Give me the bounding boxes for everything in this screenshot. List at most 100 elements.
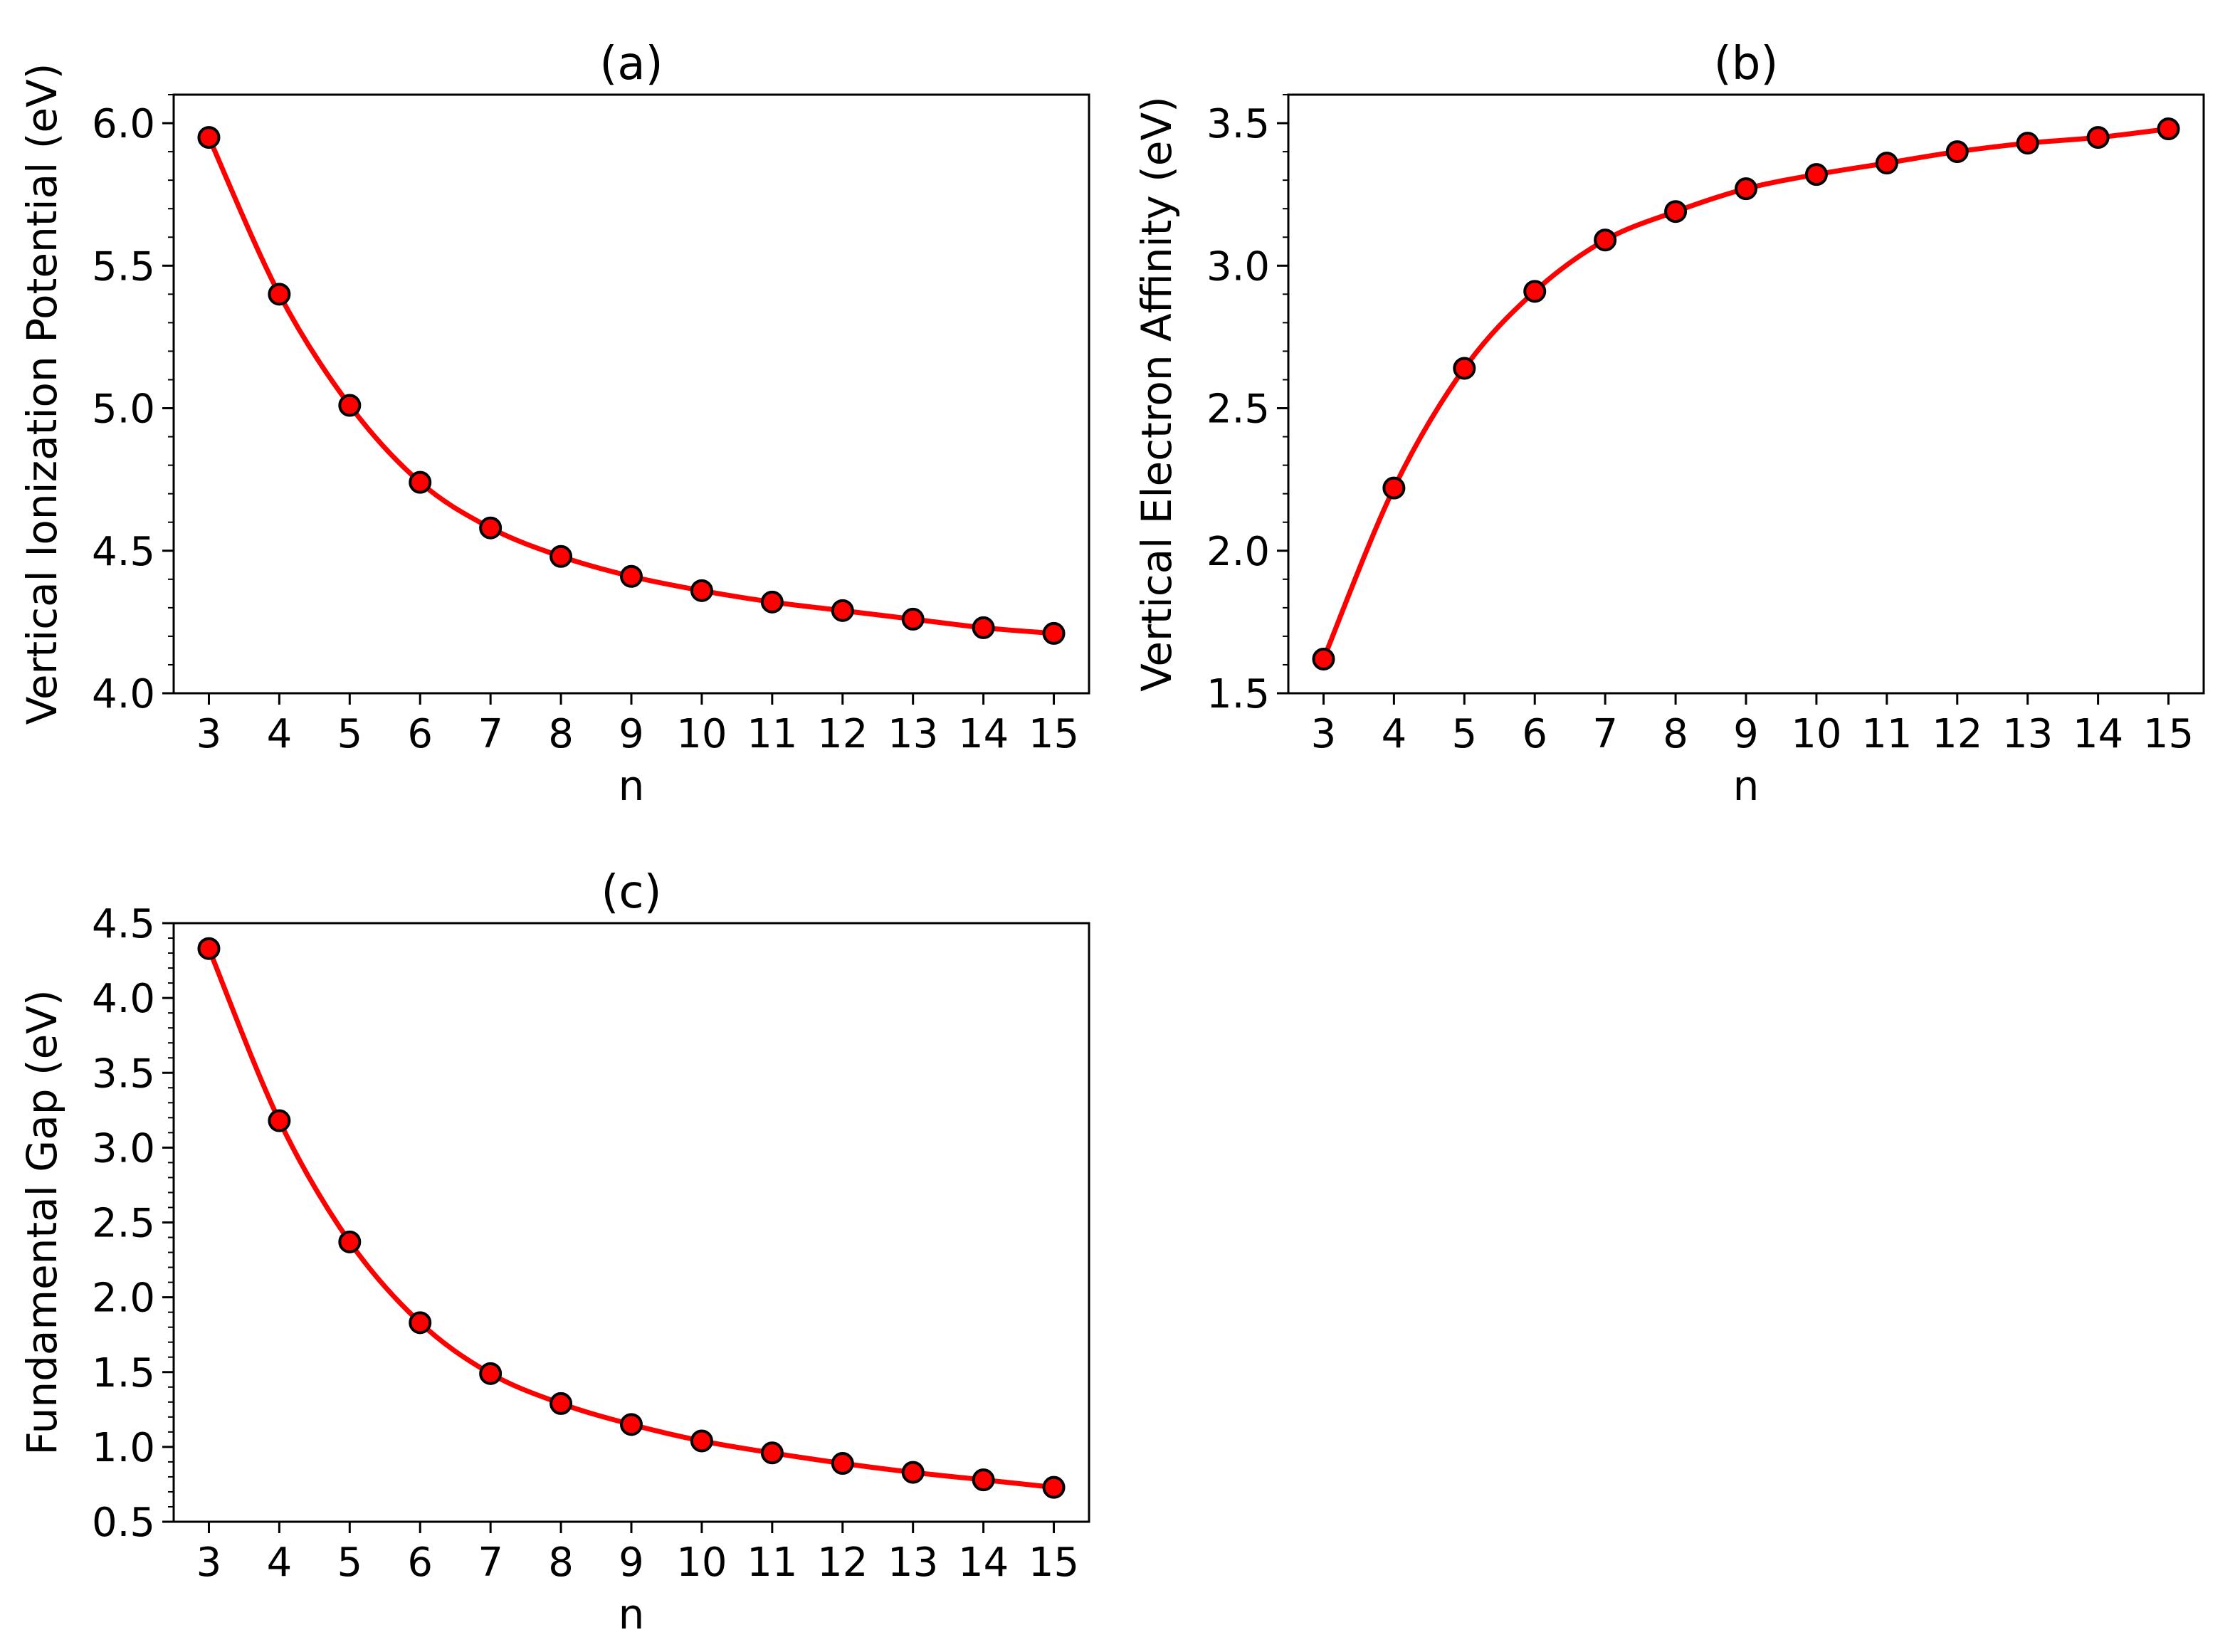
x-tick-label: 11 — [747, 1540, 797, 1586]
series-line — [206, 136, 1054, 636]
data-point — [901, 607, 925, 631]
data-point — [549, 1391, 573, 1415]
y-tick-label: 3.0 — [92, 1125, 155, 1172]
data-point — [760, 1441, 784, 1465]
data-point — [338, 1230, 362, 1253]
x-tick-label: 14 — [958, 1540, 1009, 1586]
data-point — [2157, 117, 2180, 141]
data-point — [268, 1109, 291, 1132]
x-tick-label: 6 — [407, 1540, 433, 1586]
y-tick-label: 4.0 — [92, 976, 155, 1022]
y-tick-label: 4.0 — [92, 671, 155, 717]
data-point — [338, 394, 362, 417]
y-tick-label: 5.0 — [92, 386, 155, 433]
data-point — [1523, 280, 1547, 303]
data-point — [972, 616, 995, 639]
data-point — [1804, 163, 1828, 186]
x-tick-label: 4 — [267, 711, 293, 757]
data-point — [479, 1362, 503, 1385]
y-tick-label: 1.0 — [92, 1425, 155, 1471]
x-axis-label: n — [619, 1590, 645, 1638]
y-axis-label: Vertical Ionization Potential (eV) — [18, 63, 66, 725]
panel-b: (b) 1.5 2.0 2.5 3.0 3.5 3 4 5 6 7 8 9 10 11 12 13 14 15 n Ve… — [1132, 38, 2205, 810]
data-point — [268, 283, 291, 306]
x-tick-label: 11 — [1861, 711, 1912, 757]
data-point — [549, 544, 573, 568]
y-tick-label: 2.5 — [1206, 386, 1270, 433]
y-tick-label: 0.5 — [92, 1500, 155, 1546]
x-tick-label: 3 — [196, 1540, 222, 1586]
x-tick-label: 9 — [1733, 711, 1759, 757]
x-tick-label: 12 — [1932, 711, 1982, 757]
data-point — [2016, 132, 2039, 155]
x-axis-label: n — [619, 762, 645, 810]
data-point — [620, 564, 643, 588]
data-point — [1945, 140, 1969, 164]
x-tick-label: 12 — [817, 711, 868, 757]
panel-a: (a) 4.0 4.5 5.0 5.5 6.0 3 4 5 6 7 8 9 10 11 12 13 14 15 n Ve… — [18, 38, 1090, 810]
x-tick-label: 13 — [888, 1540, 938, 1586]
x-tick-label: 4 — [1382, 711, 1407, 757]
data-point — [690, 1429, 713, 1453]
data-point — [1664, 200, 1688, 223]
x-tick-label: 7 — [1592, 711, 1618, 757]
y-tick-label: 4.5 — [92, 901, 155, 947]
x-tick-label: 9 — [619, 1540, 644, 1586]
y-axis-label: Fundamental Gap (eV) — [18, 989, 66, 1455]
x-tick-label: 5 — [1451, 711, 1477, 757]
x-tick-label: 10 — [676, 1540, 727, 1586]
data-point — [2086, 126, 2110, 149]
y-tick-label: 5.5 — [92, 243, 155, 290]
x-tick-label: 4 — [267, 1540, 293, 1586]
x-tick-label: 9 — [619, 711, 644, 757]
data-point — [409, 1311, 432, 1335]
data-point — [972, 1468, 995, 1492]
series-line — [206, 947, 1054, 1490]
x-tick-label: 8 — [548, 1540, 574, 1586]
data-point — [409, 470, 432, 494]
x-tick-label: 3 — [1311, 711, 1337, 757]
y-tick-label: 6.0 — [92, 101, 155, 147]
x-tick-label: 13 — [2002, 711, 2053, 757]
x-tick-label: 5 — [337, 1540, 362, 1586]
y-tick-label: 3.5 — [92, 1051, 155, 1097]
axes-frame — [172, 93, 1090, 695]
data-point — [1042, 621, 1066, 645]
x-tick-label: 15 — [1029, 1540, 1079, 1586]
x-tick-label: 5 — [337, 711, 362, 757]
data-point — [1453, 357, 1476, 380]
y-tick-label: 4.5 — [92, 529, 155, 575]
chart-title: (c) — [601, 866, 661, 919]
x-tick-label: 7 — [478, 1540, 503, 1586]
data-point — [1382, 476, 1406, 500]
data-point — [1594, 228, 1617, 252]
x-tick-label: 10 — [676, 711, 727, 757]
x-tick-label: 6 — [1522, 711, 1547, 757]
x-tick-label: 13 — [888, 711, 938, 757]
data-point — [1735, 177, 1757, 201]
x-tick-label: 8 — [548, 711, 574, 757]
data-point — [901, 1461, 925, 1484]
series-line — [1321, 126, 2169, 661]
data-point — [197, 126, 221, 149]
x-tick-label: 15 — [2143, 711, 2194, 757]
panel-c: (c) 0.5 1.0 1.5 2.0 2.5 3.0 3.5 4.0 4.5 3 4 5 6 7 8 9 10 1… — [18, 866, 1090, 1638]
x-tick-label: 15 — [1029, 711, 1079, 757]
x-tick-label: 8 — [1663, 711, 1688, 757]
data-point — [690, 579, 713, 602]
y-tick-label: 1.5 — [1206, 671, 1270, 717]
data-point — [831, 1452, 854, 1475]
y-tick-label: 3.5 — [1206, 101, 1270, 147]
data-point — [1875, 152, 1898, 175]
y-tick-label: 2.0 — [1206, 529, 1270, 575]
y-axis-label: Vertical Electron Affinity (eV) — [1132, 96, 1181, 692]
y-tick-label: 2.0 — [92, 1275, 155, 1322]
data-point — [620, 1413, 643, 1436]
data-point — [1042, 1475, 1066, 1499]
x-tick-label: 11 — [747, 711, 797, 757]
chart-title: (a) — [599, 38, 663, 90]
x-tick-label: 14 — [958, 711, 1009, 757]
y-tick-label: 1.5 — [92, 1350, 155, 1396]
x-tick-label: 7 — [478, 711, 503, 757]
